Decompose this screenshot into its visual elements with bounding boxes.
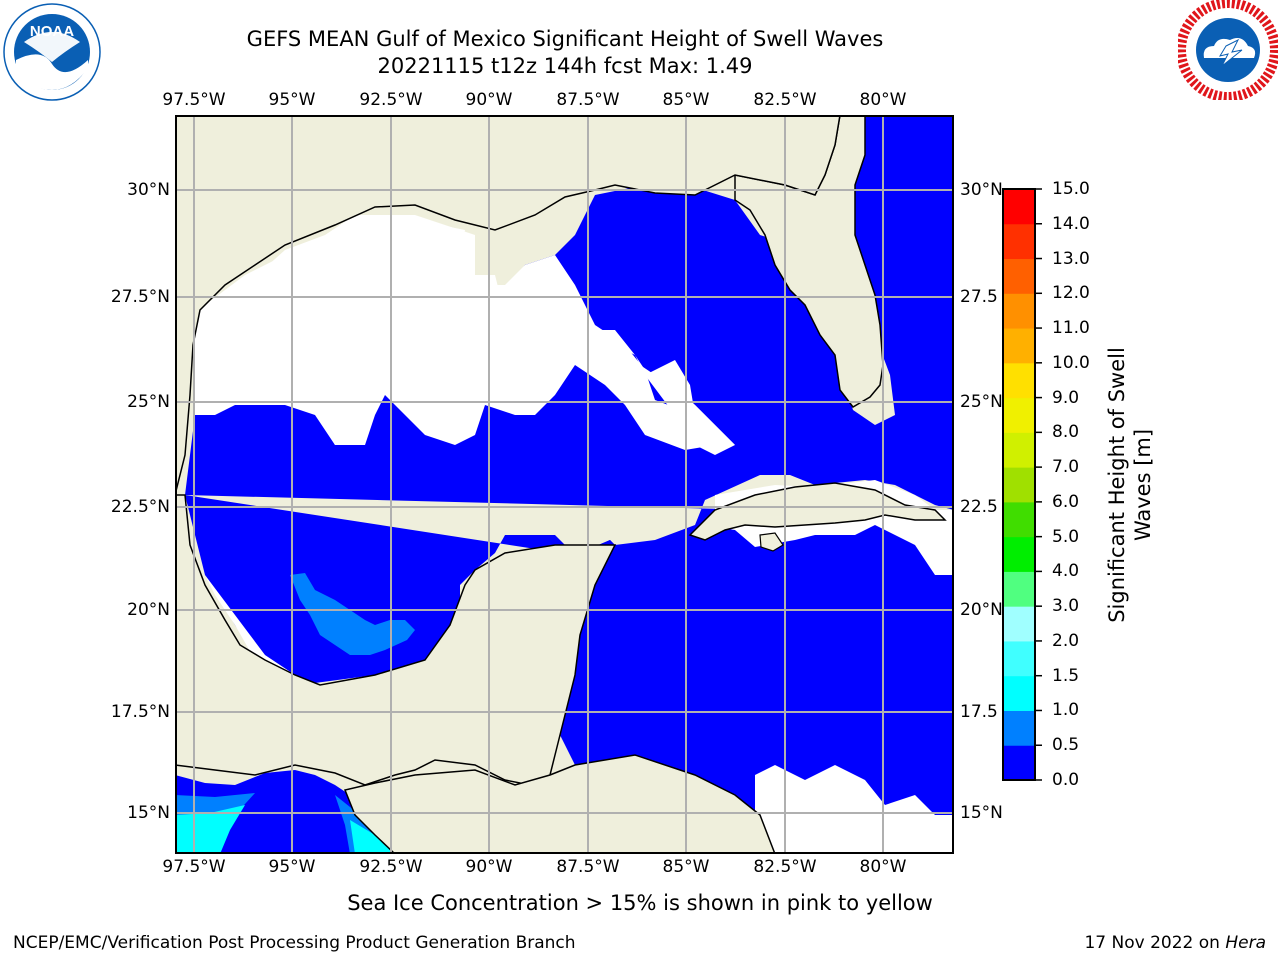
colorbar-tick-label: 0.5	[1052, 735, 1080, 756]
swell-patch-campeche	[290, 573, 415, 655]
colorbar-tick-label: 9.0	[1052, 387, 1080, 408]
lat-label-left: 27.5°N	[110, 287, 170, 307]
lat-label-right: 22.5	[960, 497, 998, 517]
footer-date-text: 17 Nov 2022 on	[1084, 933, 1226, 953]
colorbar-segment	[1003, 362, 1035, 399]
lat-label-right: 17.5	[960, 702, 998, 722]
lat-label-right: 15°N	[960, 803, 1003, 823]
colorbar	[1002, 188, 1042, 781]
colorbar-segment	[1003, 710, 1035, 746]
lon-label-bottom: 90°W	[465, 857, 513, 877]
lon-label-bottom: 87.5°W	[556, 857, 620, 877]
lat-label-left: 20°N	[127, 600, 170, 620]
colorbar-tick-label: 14.0	[1052, 213, 1090, 234]
lon-label-top: 90°W	[465, 90, 513, 110]
colorbar-tick-label: 6.0	[1052, 491, 1080, 512]
colorbar-tick-label: 11.0	[1052, 318, 1090, 339]
lon-label-bottom: 97.5°W	[162, 857, 226, 877]
lat-label-right: 20°N	[960, 600, 1003, 620]
gulf-swell-field	[185, 115, 954, 854]
colorbar-tick-label: 12.0	[1052, 283, 1090, 304]
lat-label-left: 30°N	[127, 180, 170, 200]
lat-label-right: 30°N	[960, 180, 1003, 200]
noaa-logo: NOAA	[3, 3, 101, 101]
noaa-logo-text: NOAA	[30, 23, 74, 40]
footer-host: Hera	[1225, 933, 1266, 953]
colorbar-tick-label: 10.0	[1052, 352, 1090, 373]
lon-label-bottom: 85°W	[662, 857, 710, 877]
map-subtitle: 20221115 t12z 144h fcst Max: 1.49	[377, 54, 753, 78]
colorbar-segment	[1003, 293, 1035, 329]
lat-label-right: 25°N	[960, 392, 1003, 412]
lat-label-left: 15°N	[127, 803, 170, 823]
map-grid	[175, 115, 954, 854]
central-america	[343, 754, 776, 854]
colorbar-tick-label: 13.0	[1052, 248, 1090, 269]
colorbar-segment	[1003, 571, 1035, 607]
colorbar-segment	[1003, 328, 1035, 364]
colorbar-tick-label: 15.0	[1052, 179, 1090, 199]
cuba-island	[688, 482, 947, 541]
colorbar-segment	[1003, 258, 1035, 294]
swell-patch-pacific-mid	[175, 793, 395, 854]
colorbar-segment	[1003, 223, 1035, 260]
low-swell-region-texas	[195, 215, 715, 450]
colorbar-title-line1: Significant Height of Swell	[1105, 347, 1129, 623]
colorbar-segment	[1003, 640, 1035, 677]
lon-label-top: 85°W	[662, 90, 710, 110]
colorbar-segment	[1003, 745, 1035, 781]
colorbar-segment	[1003, 397, 1035, 433]
lon-label-bottom: 92.5°W	[359, 857, 423, 877]
footer-date: 17 Nov 2022 on Hera	[1084, 933, 1266, 953]
colorbar-tick-label: 1.0	[1052, 700, 1080, 721]
colorbar-tick-label: 3.0	[1052, 596, 1080, 617]
map-title: GEFS MEAN Gulf of Mexico Significant Hei…	[246, 27, 884, 51]
lon-label-bottom: 80°W	[859, 857, 907, 877]
colorbar-segment	[1003, 536, 1035, 572]
lat-label-right: 27.5	[960, 287, 998, 307]
colorbar-tick-label: 1.5	[1052, 665, 1080, 686]
lon-label-top: 95°W	[268, 90, 316, 110]
colorbar-segment	[1003, 467, 1035, 503]
lon-label-top: 82.5°W	[753, 90, 817, 110]
colorbar-tick-label: 2.0	[1052, 630, 1080, 651]
us-gulf-coast	[175, 115, 841, 496]
colorbar-segment	[1003, 606, 1035, 642]
colorbar-tick-label: 7.0	[1052, 457, 1080, 478]
lat-label-left: 22.5°N	[110, 497, 170, 517]
colorbar-segment	[1003, 189, 1035, 225]
isle-of-youth	[759, 532, 784, 552]
lon-label-top: 97.5°W	[162, 90, 226, 110]
colorbar-segment	[1003, 675, 1035, 711]
lon-label-top: 80°W	[859, 90, 907, 110]
colorbar-title-line2: Waves [m]	[1131, 428, 1155, 542]
map-frame	[175, 115, 954, 854]
lon-label-top: 92.5°W	[359, 90, 423, 110]
colorbar-tick-label: 0.0	[1052, 770, 1080, 790]
lon-label-top: 87.5°W	[556, 90, 620, 110]
lon-label-bottom: 95°W	[268, 857, 316, 877]
colorbar-tick-label: 8.0	[1052, 422, 1080, 443]
sea-ice-note: Sea Ice Concentration > 15% is shown in …	[347, 891, 933, 915]
footer-branch: NCEP/EMC/Verification Post Processing Pr…	[13, 933, 576, 953]
lat-label-left: 25°N	[127, 392, 170, 412]
lon-label-bottom: 82.5°W	[753, 857, 817, 877]
gulf-of-mexico-map	[175, 115, 954, 854]
colorbar-tick-label: 4.0	[1052, 561, 1080, 582]
nws-logo	[1178, 0, 1278, 100]
colorbar-segment	[1003, 501, 1035, 538]
low-swell-region-south	[755, 765, 954, 854]
colorbar-tick-label: 5.0	[1052, 526, 1080, 547]
colorbar-title: Significant Height of Swell Waves [m]	[1104, 347, 1156, 623]
colorbar-segment	[1003, 432, 1035, 468]
lat-label-left: 17.5°N	[110, 702, 170, 722]
swell-patch-pacific-high	[175, 805, 395, 854]
